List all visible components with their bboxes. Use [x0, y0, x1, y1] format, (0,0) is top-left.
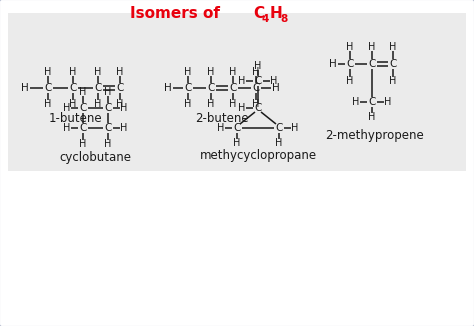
- Text: H: H: [352, 97, 360, 107]
- Text: C: C: [255, 76, 262, 86]
- Text: C: C: [207, 83, 215, 93]
- Text: C: C: [79, 123, 87, 133]
- Text: H: H: [368, 42, 376, 52]
- Text: H: H: [64, 103, 71, 113]
- Text: C: C: [368, 97, 376, 107]
- Text: H: H: [120, 103, 128, 113]
- Text: H: H: [229, 67, 237, 77]
- Text: H: H: [184, 99, 191, 109]
- Text: H: H: [368, 112, 376, 122]
- Text: H: H: [329, 59, 337, 69]
- Text: C: C: [116, 83, 124, 93]
- Text: H: H: [252, 67, 260, 77]
- Text: C: C: [229, 83, 237, 93]
- Text: H: H: [217, 123, 225, 133]
- Text: H: H: [104, 139, 112, 149]
- Text: H: H: [184, 67, 191, 77]
- Text: H: H: [389, 76, 397, 86]
- Text: H: H: [120, 123, 128, 133]
- Text: H: H: [164, 83, 172, 93]
- Text: C: C: [233, 123, 241, 133]
- Text: Isomers of: Isomers of: [130, 7, 230, 22]
- Text: H: H: [270, 7, 283, 22]
- Text: H: H: [207, 99, 215, 109]
- Text: H: H: [116, 99, 124, 109]
- Text: C: C: [346, 59, 354, 69]
- Text: H: H: [79, 139, 87, 149]
- Text: 8: 8: [280, 14, 287, 24]
- Text: H: H: [207, 67, 215, 77]
- Text: C: C: [275, 123, 283, 133]
- Text: H: H: [104, 87, 112, 97]
- Text: H: H: [64, 123, 71, 133]
- Text: H: H: [389, 42, 397, 52]
- Text: C: C: [253, 7, 264, 22]
- Text: H: H: [275, 138, 283, 148]
- Text: C: C: [184, 83, 191, 93]
- Text: C: C: [104, 123, 112, 133]
- Text: H: H: [238, 103, 246, 113]
- Text: C: C: [104, 103, 112, 113]
- Text: C: C: [94, 83, 102, 93]
- Text: C: C: [44, 83, 52, 93]
- Bar: [8, 13, 466, 171]
- Text: methycyclopropane: methycyclopropane: [200, 150, 317, 162]
- Text: C: C: [255, 103, 262, 113]
- Text: H: H: [272, 83, 280, 93]
- Text: H: H: [69, 67, 77, 77]
- Text: cyclobutane: cyclobutane: [59, 152, 131, 165]
- Text: H: H: [346, 42, 354, 52]
- Text: H: H: [94, 67, 102, 77]
- Text: H: H: [238, 76, 246, 86]
- Text: H: H: [94, 99, 102, 109]
- Text: H: H: [292, 123, 299, 133]
- Text: 1-butene: 1-butene: [48, 111, 102, 125]
- Text: H: H: [44, 67, 52, 77]
- Text: H: H: [44, 99, 52, 109]
- Text: H: H: [384, 97, 392, 107]
- Text: H: H: [229, 99, 237, 109]
- Text: H: H: [69, 99, 77, 109]
- Text: H: H: [233, 138, 241, 148]
- Text: H: H: [252, 99, 260, 109]
- Text: H: H: [21, 83, 29, 93]
- Text: C: C: [389, 59, 397, 69]
- Text: 4: 4: [262, 14, 269, 24]
- Text: 2-methypropene: 2-methypropene: [326, 129, 424, 142]
- Text: C: C: [69, 83, 77, 93]
- Text: H: H: [116, 67, 124, 77]
- Text: H: H: [79, 87, 87, 97]
- Text: C: C: [368, 59, 376, 69]
- Text: H: H: [346, 76, 354, 86]
- Text: H: H: [270, 76, 278, 86]
- Text: C: C: [252, 83, 260, 93]
- Text: H: H: [255, 61, 262, 71]
- Text: 2-butene: 2-butene: [195, 111, 249, 125]
- Text: C: C: [79, 103, 87, 113]
